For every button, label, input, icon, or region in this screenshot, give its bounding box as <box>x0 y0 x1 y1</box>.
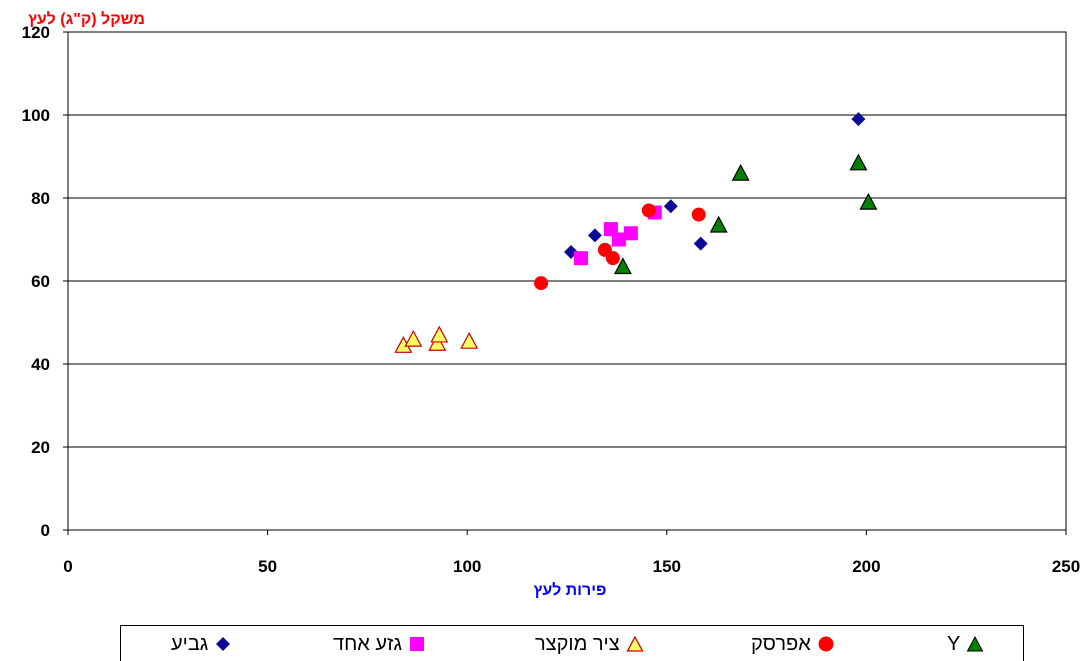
data-point-series-3 <box>691 207 706 222</box>
data-point-series-3 <box>534 276 549 291</box>
data-point-series-1 <box>573 251 588 266</box>
legend-label: Y <box>947 632 961 655</box>
diamond-icon <box>216 637 231 651</box>
y-tick-label: 80 <box>31 189 50 208</box>
data-point-series-0 <box>693 236 708 251</box>
data-point-series-0 <box>563 244 578 259</box>
data-point-series-0 <box>663 199 678 214</box>
y-tick-label: 20 <box>31 438 50 457</box>
circle-icon <box>818 636 834 652</box>
x-tick-label: 200 <box>852 557 880 576</box>
scatter-chart: 0 20 40 60 80 100 120 0 50 100 150 200 250 משקל (ק"… <box>22 10 1081 599</box>
x-tick-label: 250 <box>1052 557 1080 576</box>
data-points <box>394 112 878 353</box>
legend-item-geza-ehad: גזע אחד <box>333 633 426 655</box>
square-icon <box>409 637 424 651</box>
y-tick-label: 0 <box>41 521 50 540</box>
data-point-series-2 <box>430 325 449 343</box>
triangle-outline-icon <box>626 635 644 652</box>
x-tick-label: 0 <box>63 557 72 576</box>
data-point-series-2 <box>460 331 479 349</box>
x-axis-ticks: 0 50 100 150 200 250 <box>63 530 1080 576</box>
data-point-series-1 <box>611 232 626 247</box>
data-point-series-3 <box>641 203 656 218</box>
data-point-series-4 <box>859 192 878 210</box>
data-point-series-2 <box>428 333 447 351</box>
gridlines <box>68 31 1066 448</box>
y-tick-label: 60 <box>31 272 50 291</box>
y-axis-label: משקל (ק"ג) לעץ <box>28 10 145 28</box>
data-point-series-4 <box>731 163 750 181</box>
y-axis-ticks: 0 20 40 60 80 100 120 <box>22 23 68 540</box>
legend-label: ציר מוקצר <box>535 632 620 655</box>
legend-item-tsir-mukzar: ציר מוקצר <box>535 633 644 655</box>
y-tick-label: 100 <box>22 106 50 125</box>
data-point-series-4 <box>613 257 632 275</box>
data-point-series-3 <box>605 251 620 266</box>
legend-item-afarsek: אפרסק <box>751 633 835 655</box>
legend-item-gavia: גביע <box>171 633 232 655</box>
legend-label: גביע <box>171 632 209 655</box>
legend: גביע גזע אחד ציר מוקצר אפרסק Y <box>120 625 1024 661</box>
data-point-series-0 <box>851 112 866 127</box>
data-point-series-2 <box>404 329 423 347</box>
x-axis-label: פירות לעץ <box>534 581 607 599</box>
y-tick-label: 40 <box>31 355 50 374</box>
y-tick-label: 120 <box>22 23 50 42</box>
legend-label: גזע אחד <box>333 632 402 655</box>
data-point-series-1 <box>623 226 638 241</box>
triangle-icon <box>967 635 984 652</box>
x-tick-label: 150 <box>653 557 681 576</box>
x-tick-label: 100 <box>453 557 481 576</box>
legend-label: אפרסק <box>751 632 811 655</box>
data-point-series-4 <box>709 215 728 233</box>
x-tick-label: 50 <box>258 557 277 576</box>
data-point-series-0 <box>587 228 602 243</box>
data-point-series-4 <box>849 153 868 171</box>
legend-item-y: Y <box>947 633 984 655</box>
